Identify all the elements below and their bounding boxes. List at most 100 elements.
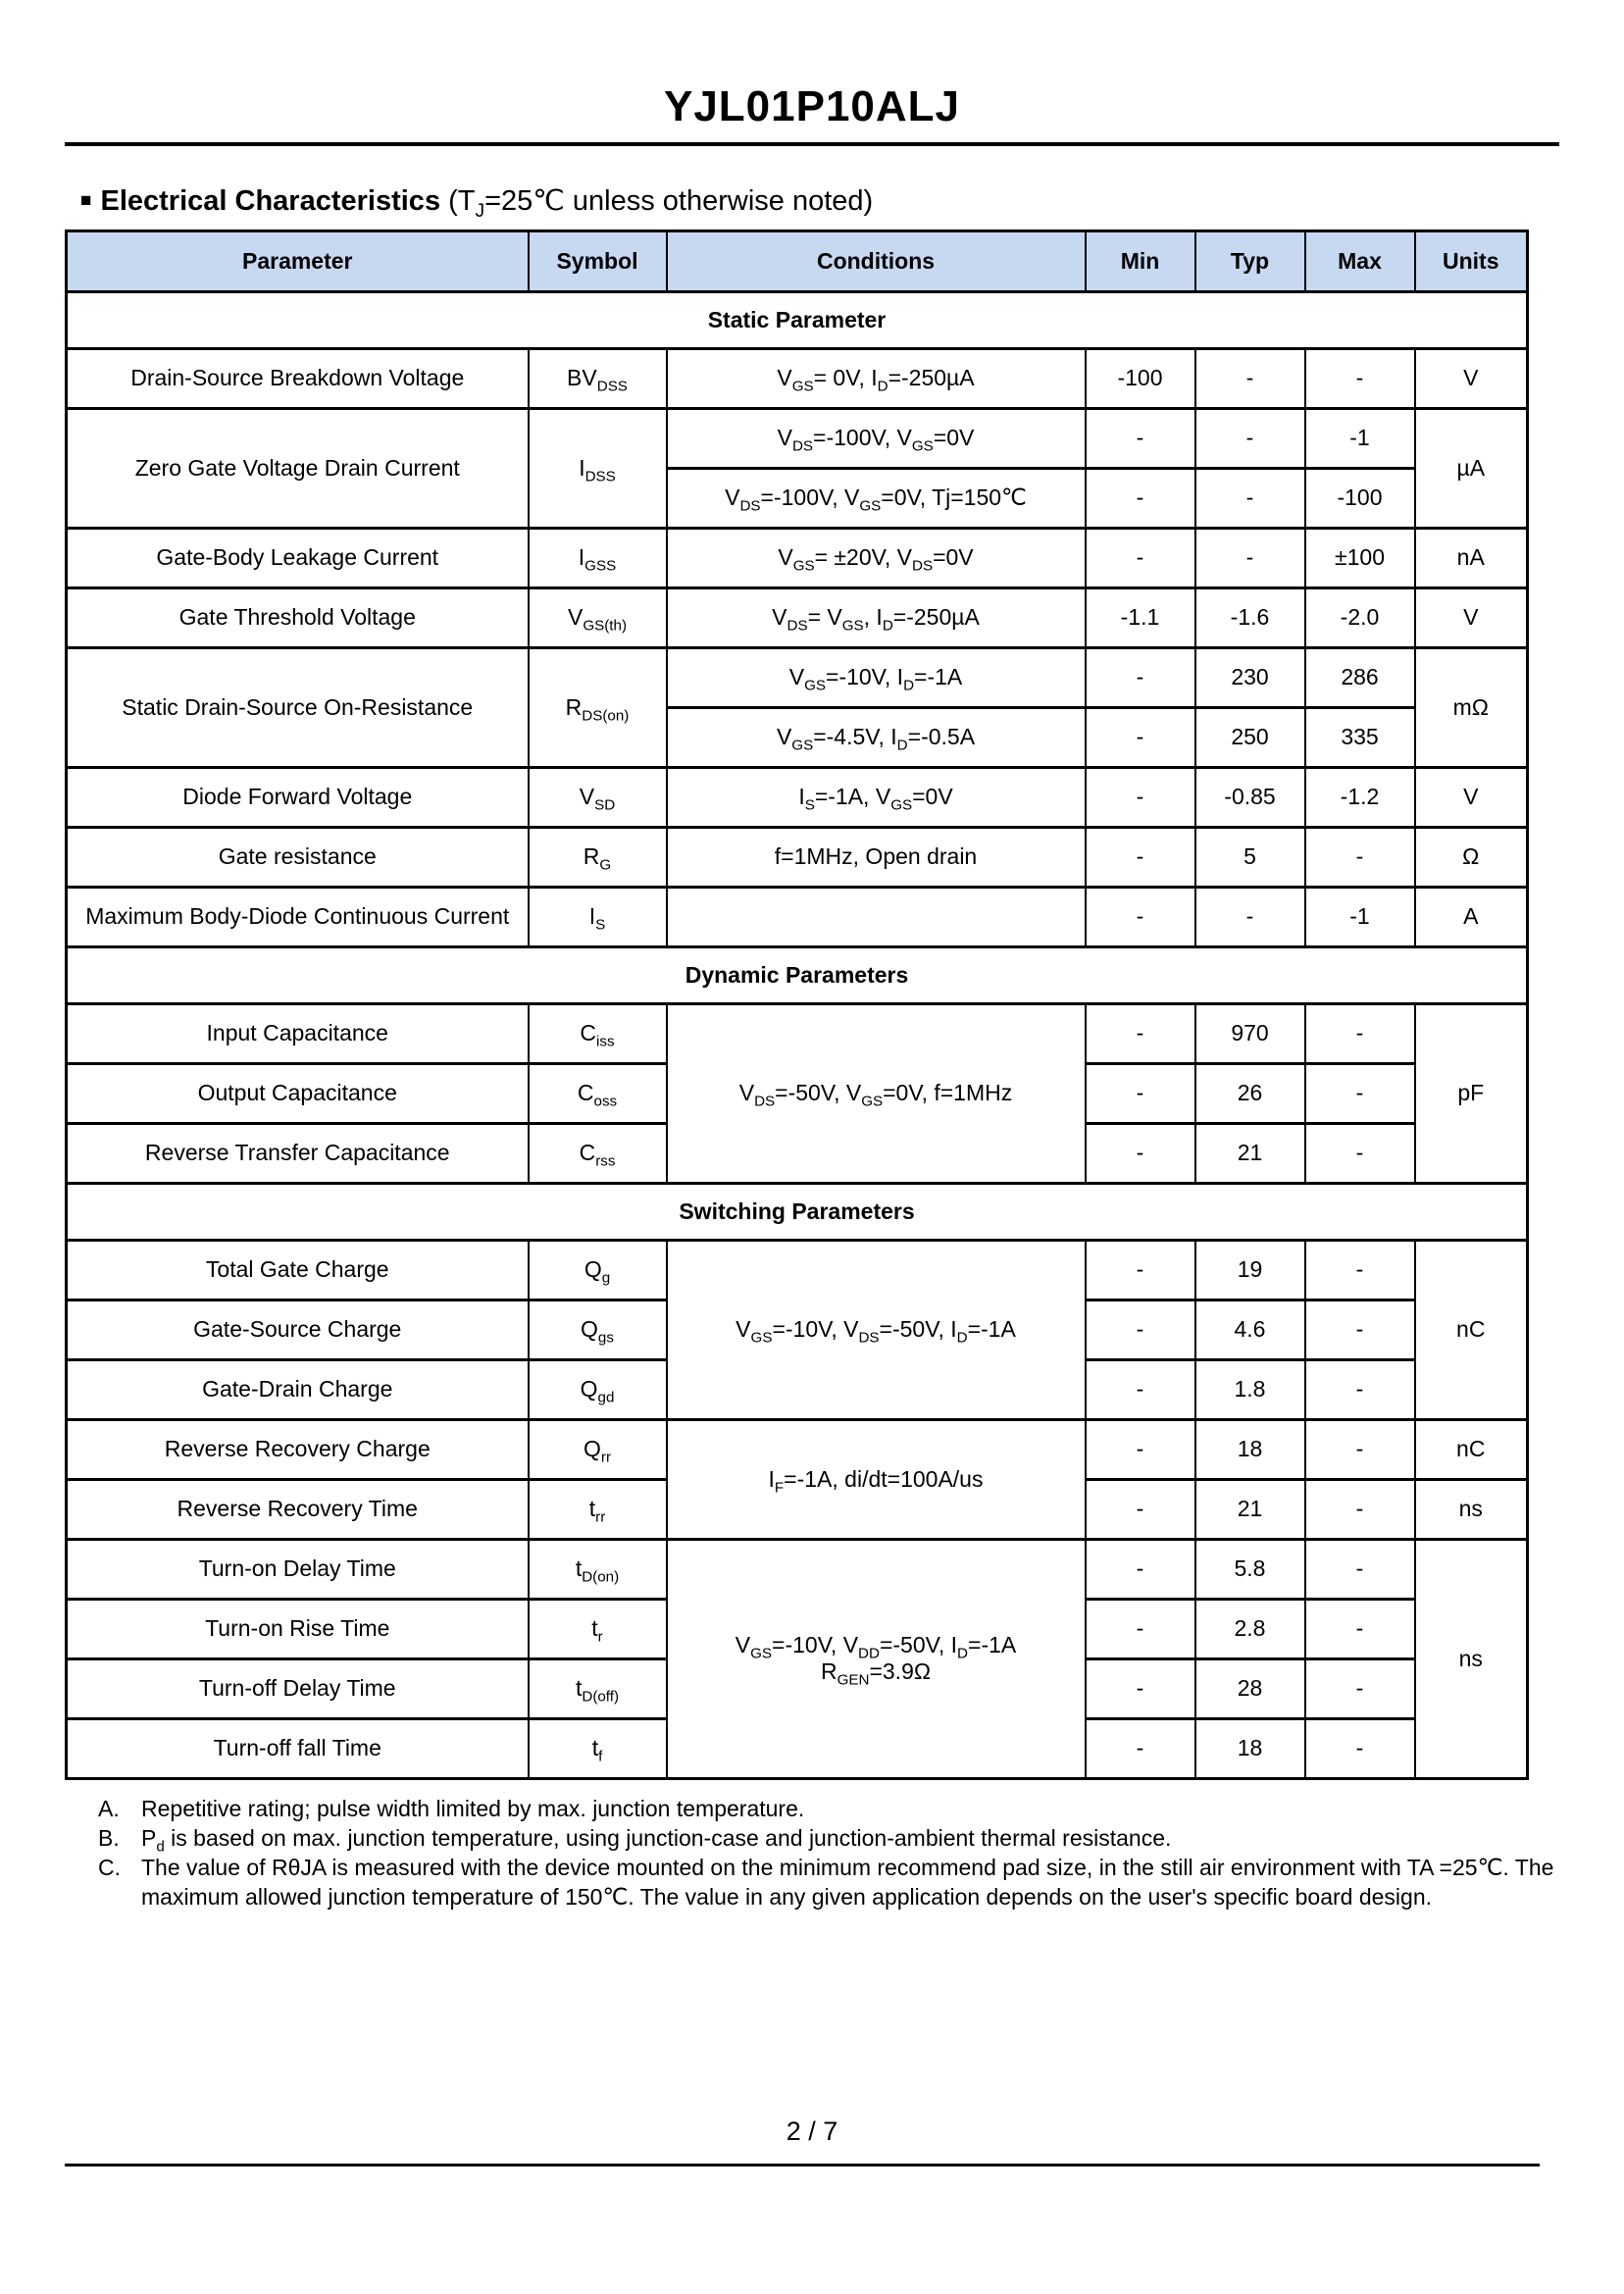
table-row: VGS=-4.5V, ID=-0.5A -250 335 <box>67 705 1528 769</box>
cell-min: -1.1 <box>1084 586 1196 649</box>
cell-symbol: BVDSS <box>527 346 668 410</box>
footnote-marker: C. <box>98 1854 121 1880</box>
column-header-typ: Typ <box>1193 229 1306 293</box>
cell-min: - <box>1084 1121 1196 1185</box>
cell-typ: 2.8 <box>1193 1597 1306 1660</box>
table-row: Input Capacitance Ciss VDS=-50V, VGS=0V, f… <box>65 1001 1529 1185</box>
cell-max: - <box>1303 1477 1416 1541</box>
datasheet-page: YJL01P10ALJ ■ Electrical Characteristics … <box>65 82 1559 2167</box>
cell-typ: 21 <box>1193 1121 1306 1185</box>
column-header-conditions: Conditions <box>665 229 1087 293</box>
section-row: Switching Parameters <box>65 1181 1529 1242</box>
cell-typ: -1.6 <box>1193 586 1306 649</box>
table-header-row: Parameter Symbol Conditions Min Typ Max Units <box>65 229 1529 293</box>
table-row: VDS=-100V, VGS=0V, Tj=150℃ - - -100 <box>67 466 1528 530</box>
cell-conditions: VGS=-10V, ID=-1A <box>665 645 1087 709</box>
column-header-min: Min <box>1084 229 1196 293</box>
cell-symbol: IGSS <box>527 526 668 589</box>
cell-max: -1.2 <box>1303 765 1416 829</box>
cell-typ: - <box>1193 346 1306 410</box>
table-row: Diode Forward Voltage VSD IS=-1A, VGS=0V - -… <box>65 765 1529 829</box>
cell-min: - <box>1084 1537 1196 1601</box>
cell-typ: 5 <box>1193 825 1306 889</box>
table-row: Gate Threshold Voltage VGS(th) VDS= VGS, I… <box>65 586 1529 649</box>
table-row: Gate-Body Leakage Current IGSS VGS= ±20V, … <box>65 526 1529 589</box>
cell-units: ns <box>1413 1537 1529 1780</box>
cell-symbol: tr <box>527 1597 668 1660</box>
cell-parameter: Output Capacitance <box>65 1061 530 1125</box>
cell-min: - <box>1084 1357 1196 1421</box>
cell-symbol: IDSS <box>527 406 668 530</box>
cell-max: -1 <box>1303 406 1416 470</box>
cell-parameter: Input Capacitance <box>65 1001 530 1065</box>
cell-conditions: f=1MHz, Open drain <box>665 825 1087 889</box>
section-label: Static Parameter <box>65 289 1529 350</box>
cell-parameter: Maximum Body-Diode Continuous Current <box>65 885 530 948</box>
column-header-max: Max <box>1303 229 1416 293</box>
cell-conditions: VGS= 0V, ID=-250µA <box>665 346 1087 410</box>
footnote: B. Pd is based on max. junction temperatu… <box>98 1823 1559 1856</box>
section-row: Dynamic Parameters <box>65 944 1529 1005</box>
cell-typ: 250 <box>1193 705 1306 769</box>
cell-conditions: VGS=-10V, VDS=-50V, ID=-1A <box>665 1238 1087 1421</box>
cell-max: - <box>1303 1001 1416 1065</box>
cell-symbol: IS <box>527 885 668 948</box>
table-row: Reverse Recovery Charge Qrr IF=-1A, di/dt=… <box>65 1417 1529 1541</box>
cell-max: - <box>1303 1417 1416 1481</box>
cell-max: -2.0 <box>1303 586 1416 649</box>
footnote-text: The value of RθJA is measured with the d… <box>141 1854 1554 1910</box>
cell-typ: 18 <box>1193 1417 1306 1481</box>
cell-units: V <box>1413 765 1529 829</box>
footnote-text: Pd is based on max. junction temperature… <box>141 1824 1172 1856</box>
section-note: (TJ=25℃ unless otherwise noted) <box>448 184 874 222</box>
table-row: Gate resistance RG f=1MHz, Open drain -5- Ω <box>65 825 1529 889</box>
cell-parameter: Turn-off Delay Time <box>65 1657 530 1720</box>
cell-min: -100 <box>1084 346 1196 410</box>
cell-parameter: Total Gate Charge <box>65 1238 530 1301</box>
cell-units: ns <box>1413 1477 1529 1541</box>
cell-units: nC <box>1413 1238 1529 1421</box>
section-label: Dynamic Parameters <box>65 944 1529 1005</box>
table-row: Zero Gate Voltage Drain Current IDSS VDS=-… <box>65 406 1529 530</box>
cell-symbol: tf <box>527 1716 668 1780</box>
section-label: Switching Parameters <box>65 1181 1529 1242</box>
cell-min: - <box>1084 825 1196 889</box>
cell-max: - <box>1303 1537 1416 1601</box>
cell-typ: - <box>1193 406 1306 470</box>
cell-min: - <box>1084 1597 1196 1660</box>
table-row: Static Drain-Source On-Resistance RDS(on)… <box>65 645 1529 769</box>
cell-typ: 230 <box>1193 645 1306 709</box>
table-row: Maximum Body-Diode Continuous Current IS -… <box>65 885 1529 948</box>
cell-parameter: Gate Threshold Voltage <box>65 586 530 649</box>
footnote: A. Repetitive rating; pulse width limited… <box>98 1794 1559 1823</box>
cell-max: -1 <box>1303 885 1416 948</box>
table-row: Drain-Source Breakdown Voltage BVDSS VGS= … <box>65 346 1529 410</box>
cell-symbol: VGS(th) <box>527 586 668 649</box>
cell-symbol: VSD <box>527 765 668 829</box>
cell-symbol: Coss <box>527 1061 668 1125</box>
table-row: Reverse Transfer Capacitance Crss -21- <box>65 1121 1528 1185</box>
section-heading: ■ Electrical Characteristics (TJ=25℃ unle… <box>80 183 1559 222</box>
cell-min: - <box>1084 1417 1196 1481</box>
cell-parameter: Diode Forward Voltage <box>65 765 530 829</box>
square-bullet-icon: ■ <box>80 189 92 211</box>
cell-typ: 1.8 <box>1193 1357 1306 1421</box>
cell-symbol: tD(off) <box>527 1657 668 1720</box>
footnote-marker: B. <box>98 1824 120 1851</box>
cell-max: - <box>1303 1357 1416 1421</box>
table-body: Static Parameter Drain-Source Breakdown V… <box>65 289 1529 1780</box>
cell-max: - <box>1303 1657 1416 1720</box>
cell-typ: 18 <box>1193 1716 1306 1780</box>
cell-min: - <box>1084 1001 1196 1065</box>
cell-parameter: Reverse Recovery Time <box>65 1477 530 1541</box>
cell-units: A <box>1413 885 1529 948</box>
cell-max: - <box>1303 1238 1416 1301</box>
cell-typ: 19 <box>1193 1238 1306 1301</box>
cell-min: - <box>1084 1061 1196 1125</box>
cell-units: V <box>1413 586 1529 649</box>
cell-max: 335 <box>1303 705 1416 769</box>
page-number: 2 / 7 <box>786 2116 838 2146</box>
column-header-symbol: Symbol <box>527 229 668 293</box>
cell-conditions: VDS=-100V, VGS=0V, Tj=150℃ <box>665 466 1087 530</box>
cell-units: pF <box>1413 1001 1529 1185</box>
